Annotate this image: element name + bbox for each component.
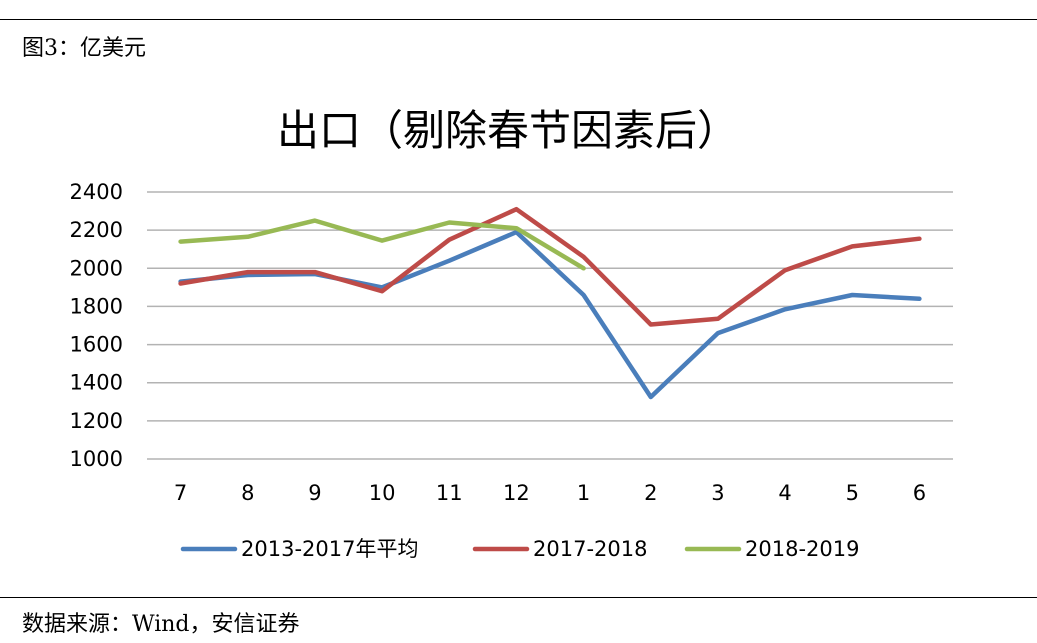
x-tick-label: 7 bbox=[174, 481, 187, 505]
y-tick-label: 1200 bbox=[70, 409, 123, 433]
figure-label: 图3：亿美元 bbox=[22, 36, 146, 61]
series-line-2 bbox=[178, 206, 922, 327]
legend-label: 2013-2017年平均 bbox=[241, 537, 418, 561]
top-rule bbox=[0, 19, 1037, 20]
source-note: 数据来源：Wind，安信证券 bbox=[22, 612, 300, 637]
x-tick-label: 11 bbox=[436, 481, 463, 505]
series-line-3 bbox=[178, 218, 586, 271]
bottom-rule bbox=[0, 597, 1037, 598]
y-tick-label: 1800 bbox=[70, 294, 123, 318]
y-tick-label: 1400 bbox=[70, 371, 123, 395]
x-tick-label: 10 bbox=[369, 481, 396, 505]
y-tick-label: 1600 bbox=[70, 333, 123, 357]
x-tick-label: 5 bbox=[846, 481, 859, 505]
chart-title: 出口（剔除春节因素后） bbox=[277, 106, 739, 155]
x-tick-label: 8 bbox=[241, 481, 254, 505]
grid bbox=[147, 191, 953, 460]
x-tick-label: 12 bbox=[503, 481, 530, 505]
legend: 2013-2017年平均 2017-2018 2018-2019 bbox=[180, 537, 859, 561]
x-tick-label: 9 bbox=[308, 481, 321, 505]
y-axis-ticks: 1000 1200 1400 1600 1800 2000 2200 2400 bbox=[70, 180, 123, 471]
legend-label: 2017-2018 bbox=[533, 537, 647, 561]
legend-label: 2018-2019 bbox=[745, 537, 859, 561]
x-tick-label: 2 bbox=[644, 481, 657, 505]
series-line-1 bbox=[178, 229, 922, 400]
y-tick-label: 2000 bbox=[70, 256, 123, 280]
x-tick-label: 6 bbox=[913, 481, 926, 505]
line-chart: 出口（剔除春节因素后） 1000 1200 1400 1600 1800 2000 2200… bbox=[70, 106, 953, 561]
x-tick-label: 4 bbox=[778, 481, 791, 505]
y-tick-label: 2400 bbox=[70, 180, 123, 204]
x-tick-label: 3 bbox=[711, 481, 724, 505]
y-tick-label: 1000 bbox=[70, 447, 123, 471]
y-tick-label: 2200 bbox=[70, 218, 123, 242]
x-axis-ticks: 7 8 9 10 11 12 1 2 3 4 5 6 bbox=[174, 481, 926, 505]
series-lines bbox=[178, 206, 922, 400]
x-tick-label: 1 bbox=[577, 481, 590, 505]
